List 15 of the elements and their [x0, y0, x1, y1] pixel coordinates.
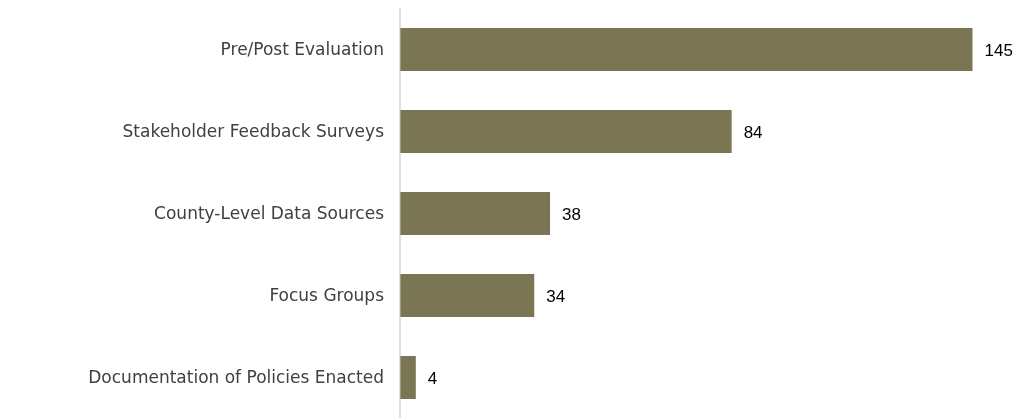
bar [400, 28, 973, 71]
bar [400, 110, 732, 153]
data-label: 38 [562, 204, 581, 224]
data-label: 145 [984, 40, 1013, 60]
y-tick-label: Documentation of Policies Enacted [88, 367, 384, 388]
bar [400, 356, 416, 399]
data-label: 4 [427, 368, 438, 388]
y-tick-label: County-Level Data Sources [154, 203, 385, 224]
bar [400, 274, 535, 317]
data-label: 84 [743, 122, 763, 142]
bar [400, 192, 551, 235]
data-label: 34 [546, 286, 566, 306]
y-tick-label: Pre/Post Evaluation [220, 39, 384, 60]
y-tick-label: Stakeholder Feedback Surveys [122, 121, 385, 142]
y-tick-label: Focus Groups [269, 285, 385, 306]
